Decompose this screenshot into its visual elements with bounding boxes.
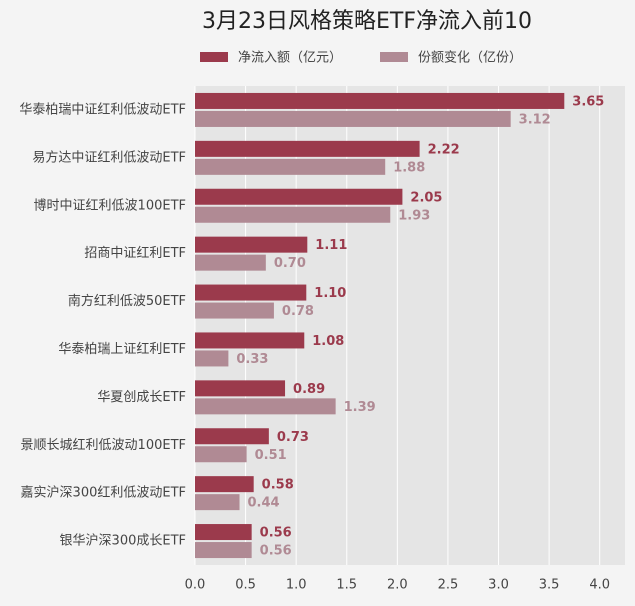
x-tick-label: 2.0 (387, 578, 408, 593)
legend-label: 份额变化（亿份） (418, 50, 522, 66)
x-tick-label: 0.0 (185, 578, 206, 593)
y-tick-label: 华泰柏瑞中证红利低波动ETF (19, 101, 186, 117)
legend-swatch (380, 52, 408, 62)
bar (195, 494, 240, 511)
value-label: 1.11 (315, 238, 347, 253)
value-label: 0.58 (262, 478, 294, 493)
y-tick-label: 嘉实沪深300红利低波动ETF (21, 485, 186, 501)
value-label: 3.12 (519, 112, 551, 127)
value-label: 2.05 (410, 190, 442, 205)
value-label: 2.22 (428, 142, 460, 157)
bar (195, 110, 511, 127)
value-label: 0.56 (260, 544, 292, 559)
y-tick-label: 招商中证红利ETF (84, 245, 186, 261)
y-tick-label: 易方达中证红利低波动ETF (32, 149, 186, 165)
bar (195, 542, 252, 559)
value-label: 0.51 (255, 448, 287, 463)
value-label: 1.39 (344, 400, 376, 415)
bar (195, 302, 274, 319)
x-tick-label: 2.5 (438, 578, 459, 593)
x-tick-label: 1.0 (286, 578, 307, 593)
bar (195, 446, 247, 463)
y-tick-label: 博时中证红利低波100ETF (34, 197, 186, 213)
bar (195, 236, 308, 253)
value-label: 0.70 (274, 256, 306, 271)
value-label: 0.33 (236, 352, 268, 367)
legend-swatch (200, 52, 228, 62)
plot-area (195, 86, 625, 565)
value-label: 0.89 (293, 382, 325, 397)
bar (195, 524, 252, 541)
value-label: 3.65 (572, 94, 604, 109)
bar (195, 428, 269, 445)
bar (195, 188, 403, 205)
bar (195, 380, 286, 397)
value-label: 0.56 (260, 526, 292, 541)
x-tick-label: 1.5 (336, 578, 357, 593)
bar (195, 398, 336, 415)
y-tick-label: 南方红利低波50ETF (68, 293, 186, 309)
x-tick-label: 3.0 (488, 578, 509, 593)
chart-title: 3月23日风格策略ETF净流入前10 (202, 9, 532, 34)
bar (195, 140, 420, 157)
value-label: 0.44 (248, 496, 280, 511)
y-tick-label: 华泰柏瑞上证红利ETF (58, 341, 186, 357)
value-label: 0.78 (282, 304, 314, 319)
value-label: 1.93 (398, 208, 430, 223)
value-label: 1.10 (314, 286, 346, 301)
x-tick-label: 4.0 (589, 578, 610, 593)
y-tick-label: 银华沪深300成长ETF (60, 533, 186, 549)
value-label: 1.08 (312, 334, 344, 349)
value-label: 0.73 (277, 430, 309, 445)
bar (195, 350, 229, 367)
y-tick-label: 景顺长城红利低波动100ETF (21, 437, 186, 453)
bar (195, 284, 307, 301)
bar (195, 332, 305, 349)
x-tick-label: 0.5 (235, 578, 256, 593)
y-tick-label: 华夏创成长ETF (97, 390, 186, 405)
bar (195, 92, 565, 109)
bar (195, 206, 391, 223)
bar (195, 476, 254, 493)
bar (195, 254, 266, 271)
legend-label: 净流入额（亿元） (238, 51, 342, 66)
value-label: 1.88 (393, 160, 425, 175)
bar (195, 158, 386, 175)
x-tick-label: 3.5 (539, 578, 560, 593)
